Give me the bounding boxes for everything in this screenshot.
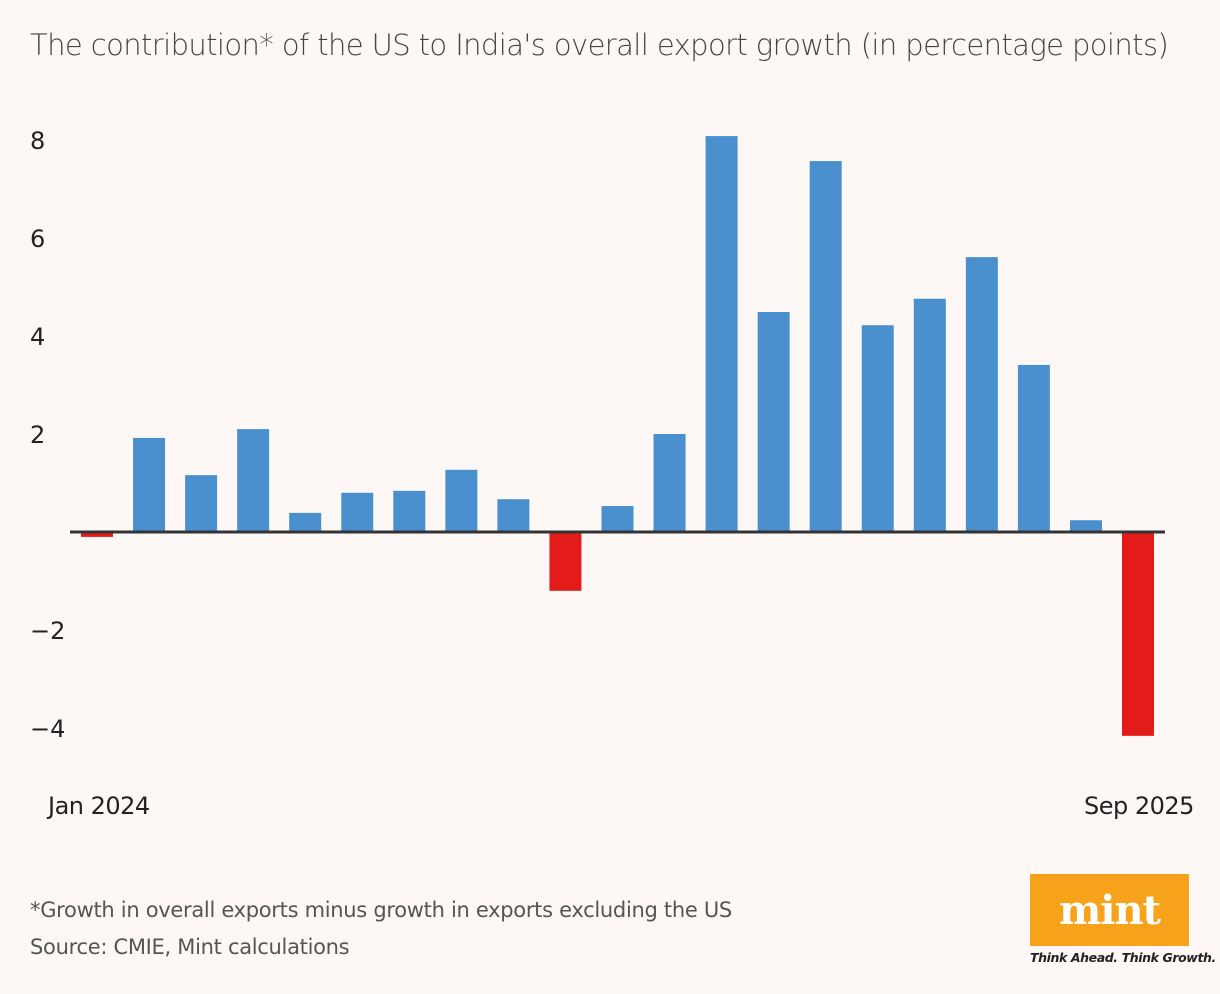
bar-jul-2024 bbox=[393, 490, 426, 532]
y-tick-label: 6 bbox=[30, 225, 45, 253]
footnote: *Growth in overall exports minus growth … bbox=[30, 898, 732, 922]
bar-aug-2025 bbox=[1069, 520, 1102, 532]
chart-title: The contribution* of the US to India's o… bbox=[30, 28, 1169, 62]
mint-logo: mint bbox=[1030, 874, 1189, 946]
bar-jun-2024 bbox=[341, 492, 374, 532]
bar-apr-2024 bbox=[237, 429, 270, 532]
bar-nov-2024 bbox=[601, 506, 634, 532]
bar-jun-2025 bbox=[965, 257, 998, 532]
bar-jan-2025 bbox=[705, 136, 738, 532]
logo-tagline: Think Ahead. Think Growth. bbox=[1030, 950, 1216, 965]
bar-aug-2024 bbox=[445, 469, 478, 532]
bar-sep-2024 bbox=[497, 499, 530, 532]
bar-dec-2024 bbox=[653, 434, 686, 532]
logo-text: mint bbox=[1058, 886, 1161, 934]
y-tick-label: 8 bbox=[30, 127, 45, 155]
source: Source: CMIE, Mint calculations bbox=[30, 935, 350, 959]
x-tick-label-last: Sep 2025 bbox=[1084, 792, 1194, 820]
bar-jan-2024 bbox=[81, 532, 113, 537]
y-tick-label: 2 bbox=[30, 421, 45, 449]
bar-oct-2024 bbox=[549, 532, 582, 591]
bar-feb-2025 bbox=[757, 311, 790, 532]
bar-may-2024 bbox=[289, 512, 322, 532]
x-tick-label-first: Jan 2024 bbox=[48, 792, 150, 820]
bar-may-2025 bbox=[913, 298, 946, 532]
y-tick-label: −2 bbox=[30, 617, 65, 645]
bar-mar-2024 bbox=[185, 475, 218, 532]
bar-feb-2024 bbox=[133, 437, 166, 532]
bar-mar-2025 bbox=[809, 161, 842, 532]
bar-sep-2025 bbox=[1122, 532, 1154, 736]
y-tick-label: 4 bbox=[30, 323, 45, 351]
bar-jul-2025 bbox=[1017, 364, 1050, 532]
bar-apr-2025 bbox=[861, 325, 894, 532]
y-tick-label: −4 bbox=[30, 715, 65, 743]
